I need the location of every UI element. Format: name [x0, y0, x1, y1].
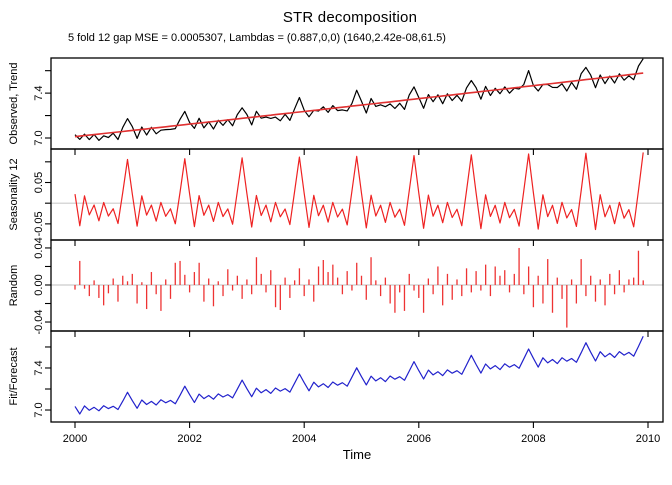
y-tick-label: 0.05 — [33, 172, 45, 193]
panel-y-axis-label: Random — [8, 265, 20, 307]
y-tick-label: -0.04 — [33, 309, 45, 334]
trend-line — [74, 72, 644, 138]
y-tick-label: 0.00 — [33, 274, 45, 295]
y-tick-label: 0.04 — [33, 237, 45, 258]
panel-y-axis-label: Observed, Trend — [8, 63, 20, 145]
panel-y-axis-label: Seasonality 12 — [8, 158, 20, 230]
y-tick-label: 7.0 — [33, 130, 45, 145]
panel-y-axis-label: Fit/Forecast — [8, 347, 20, 405]
panel-bg — [51, 58, 663, 149]
observed-line — [74, 58, 644, 141]
x-axis-title: Time — [343, 447, 371, 462]
y-tick-label: -0.05 — [33, 211, 45, 236]
plot-area: 7.0 7.4 Observed, Trend -0.05 0.05 Seasonalit… — [8, 57, 664, 445]
seasonal-line — [74, 152, 644, 231]
x-tick-label: 2004 — [292, 433, 316, 445]
chart-subtitle: 5 fold 12 gap MSE = 0.0005307, Lambdas =… — [68, 32, 446, 44]
x-tick-label: 2002 — [177, 433, 201, 445]
panel-bg — [51, 331, 663, 422]
y-tick-label: 7.4 — [33, 360, 45, 375]
chart-title: STR decomposition — [283, 9, 417, 26]
x-tick-label: 2006 — [407, 433, 431, 445]
y-tick-label: 7.4 — [33, 85, 45, 100]
panel-frame — [50, 330, 664, 423]
x-tick-label: 2008 — [521, 433, 545, 445]
x-tick-label: 2010 — [636, 433, 660, 445]
panel-bg — [51, 149, 663, 240]
fit-forecast-line — [74, 336, 644, 415]
y-tick-label: 7.0 — [33, 402, 45, 417]
x-tick-label: 2000 — [63, 433, 87, 445]
